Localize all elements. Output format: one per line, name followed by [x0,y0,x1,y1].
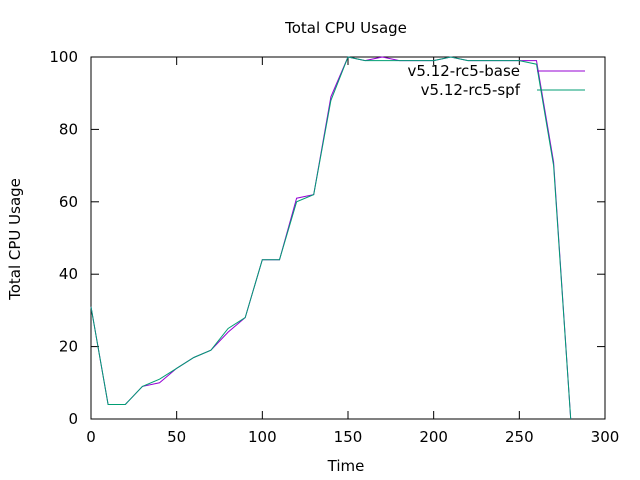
x-tick-label: 200 [419,428,448,446]
x-tick-label: 50 [167,428,186,446]
plot-frame [90,56,606,420]
legend-label: v5.12-rc5-spf [421,81,521,99]
x-axis-label: Time [327,457,365,475]
y-tick-label: 20 [59,338,78,356]
y-axis-label: Total CPU Usage [6,178,24,301]
x-tick-label: 300 [591,428,620,446]
chart-title: Total CPU Usage [284,19,407,37]
y-tick-label: 60 [59,193,78,211]
y-tick-label: 100 [49,48,78,66]
x-tick-label: 100 [248,428,277,446]
legend-label: v5.12-rc5-base [408,62,521,80]
x-tick-label: 250 [505,428,534,446]
axis-ticks: 0 50 100 150 200 250 300 0 20 40 60 80 100 [49,48,619,446]
series-line-v5.12-rc5-base [90,56,572,420]
y-tick-label: 80 [59,120,78,138]
series-layer [90,56,572,420]
x-tick-label: 150 [334,428,363,446]
series-line-v5.12-rc5-spf [90,56,572,420]
x-tick-label: 0 [86,428,96,446]
y-tick-label: 0 [68,410,78,428]
y-tick-label: 40 [59,265,78,283]
